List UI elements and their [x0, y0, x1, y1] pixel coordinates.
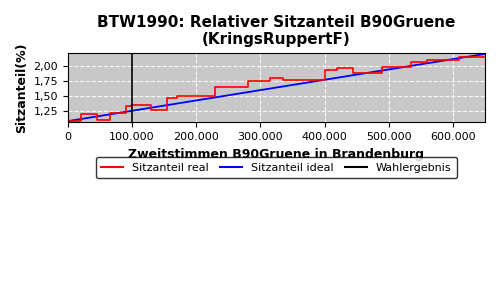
X-axis label: Zweitstimmen B90Gruene in Brandenburg: Zweitstimmen B90Gruene in Brandenburg: [128, 148, 424, 160]
Sitzanteil real: [334, 66, 340, 70]
Sitzanteil real: [212, 85, 218, 89]
Sitzanteil real: [164, 96, 170, 100]
Sitzanteil real: [122, 111, 128, 115]
Sitzanteil ideal: [482, 52, 488, 56]
Sitzanteil real: [129, 104, 135, 108]
Legend: Sitzanteil real, Sitzanteil ideal, Wahlergebnis: Sitzanteil real, Sitzanteil ideal, Wahle…: [96, 157, 458, 178]
Sitzanteil real: [106, 111, 112, 115]
Sitzanteil real: [280, 76, 286, 80]
Sitzanteil real: [350, 66, 356, 70]
Sitzanteil ideal: [313, 79, 319, 83]
Sitzanteil real: [322, 78, 328, 82]
Sitzanteil real: [408, 61, 414, 64]
Sitzanteil real: [212, 94, 218, 98]
Sitzanteil real: [148, 103, 154, 107]
Sitzanteil real: [174, 96, 180, 100]
Title: BTW1990: Relativer Sitzanteil B90Gruene
(KringsRuppertF): BTW1990: Relativer Sitzanteil B90Gruene …: [98, 15, 456, 47]
Sitzanteil real: [350, 71, 356, 75]
Sitzanteil ideal: [65, 119, 71, 123]
Sitzanteil real: [380, 65, 386, 68]
Sitzanteil real: [164, 108, 170, 111]
Sitzanteil real: [456, 55, 462, 59]
Sitzanteil real: [78, 119, 84, 123]
Sitzanteil real: [174, 94, 180, 98]
Sitzanteil real: [424, 61, 430, 64]
Sitzanteil real: [122, 104, 128, 108]
Sitzanteil real: [456, 58, 462, 62]
Sitzanteil real: [267, 80, 273, 83]
Sitzanteil real: [129, 103, 135, 107]
Sitzanteil real: [408, 65, 414, 68]
Sitzanteil ideal: [290, 83, 296, 87]
Sitzanteil ideal: [263, 87, 269, 91]
Sitzanteil real: [78, 112, 84, 116]
Sitzanteil real: [334, 68, 340, 71]
Sitzanteil real: [244, 80, 250, 83]
Sitzanteil real: [267, 76, 273, 80]
Line: Sitzanteil ideal: Sitzanteil ideal: [68, 54, 485, 121]
Sitzanteil real: [65, 119, 71, 123]
Sitzanteil ideal: [407, 64, 413, 68]
Sitzanteil real: [424, 58, 430, 62]
Sitzanteil real: [322, 68, 328, 71]
Sitzanteil real: [94, 118, 100, 122]
Sitzanteil ideal: [266, 87, 272, 91]
Sitzanteil real: [94, 112, 100, 116]
Sitzanteil real: [482, 55, 488, 59]
Sitzanteil real: [148, 108, 154, 111]
Y-axis label: Sitzanteil(%): Sitzanteil(%): [15, 42, 28, 133]
Sitzanteil real: [106, 118, 112, 122]
Sitzanteil real: [244, 85, 250, 89]
Sitzanteil real: [280, 78, 286, 82]
Sitzanteil ideal: [472, 54, 478, 57]
Sitzanteil real: [380, 71, 386, 75]
Line: Sitzanteil real: Sitzanteil real: [68, 57, 485, 121]
